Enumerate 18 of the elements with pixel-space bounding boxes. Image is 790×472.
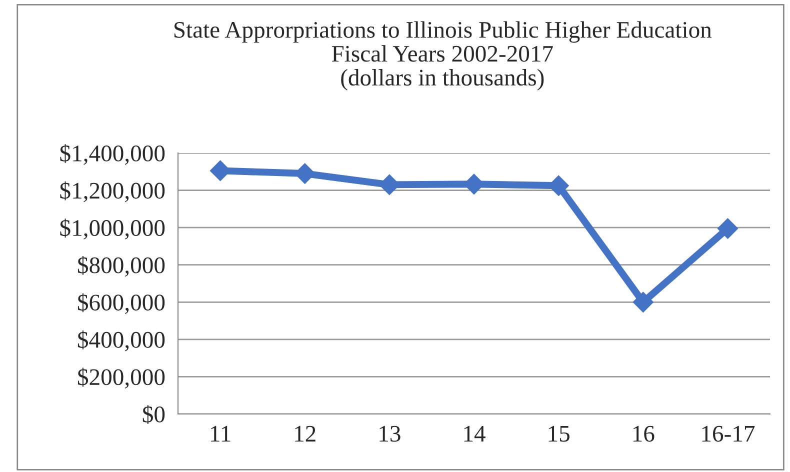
y-tick-label: $200,000 — [78, 368, 165, 389]
y-tick-label: $1,000,000 — [60, 218, 165, 240]
y-tick-label: $400,000 — [78, 330, 165, 352]
y-tick-label: $0 — [142, 405, 165, 424]
x-tick-label: 15 — [548, 426, 570, 442]
y-tick-label: $1,400,000 — [60, 144, 165, 165]
x-tick-label: 13 — [380, 426, 400, 442]
point — [632, 292, 654, 312]
chart-title: State Approrpriations to Illinois Public Higher Education Fiscal Years 2002-2017 (dollars in thousands) — [174, 21, 712, 90]
x-tick-label: 12 — [295, 426, 316, 442]
x-tick-label: 11 — [211, 426, 230, 442]
point — [717, 218, 738, 239]
x-tick-label: 16 — [633, 426, 654, 442]
y-tick-label: $1,200,000 — [60, 181, 165, 202]
y-tick-label: $600,000 — [78, 293, 165, 314]
y-tick-label: $800,000 — [78, 256, 165, 277]
x-tick-label: 14 — [464, 426, 486, 442]
x-tick-label: 16-17 — [702, 426, 755, 442]
